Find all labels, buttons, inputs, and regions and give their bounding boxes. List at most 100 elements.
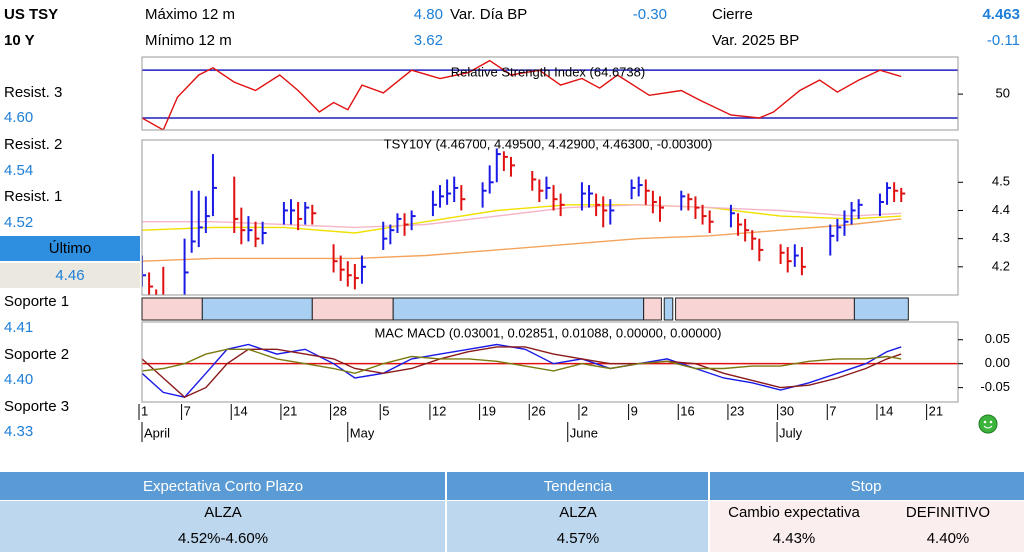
x-tick-label: 2 [581, 403, 588, 418]
chart-title: Relative Strength Index (64.6738) [451, 64, 645, 79]
x-tick-label: 21 [929, 403, 943, 418]
status-icon [983, 425, 993, 429]
x-tick-label: 14 [879, 403, 893, 418]
y-tick-label: -0.05 [980, 379, 1010, 394]
table-cell [447, 501, 708, 552]
table-header-text: Stop [851, 478, 882, 495]
panel-frame [141, 321, 959, 403]
level-label: Resist. 2 [4, 136, 62, 153]
series-line [142, 348, 902, 375]
title: 10 Y [4, 32, 35, 49]
table-text: ALZA [559, 504, 597, 521]
moving-average [142, 218, 902, 262]
series-line [142, 59, 902, 130]
month-label: May [350, 425, 375, 440]
level-value: 4.33 [4, 423, 33, 440]
x-tick-label: 7 [829, 403, 836, 418]
status-icon [978, 414, 998, 434]
status-icon [989, 420, 993, 424]
level-value: 4.41 [4, 319, 33, 336]
table-header [447, 472, 708, 500]
table-text: Cambio expectativa [728, 504, 860, 521]
stat-label: Máximo 12 m [145, 6, 235, 23]
chart-title: MAC MACD (0.03001, 0.02851, 0.01088, 0.0… [375, 325, 722, 340]
stat-label: Var. Día BP [450, 6, 527, 23]
series-line [142, 346, 902, 399]
y-tick-label: 50 [996, 86, 1010, 101]
x-tick-label: 9 [631, 403, 638, 418]
y-tick-label: 4.2 [992, 258, 1010, 273]
trend-band [392, 297, 645, 321]
trend-band [311, 297, 394, 321]
y-tick-label: 0.05 [985, 331, 1010, 346]
chart-title: TSY10Y (4.46700, 4.49500, 4.42900, 4.463… [384, 136, 713, 151]
table-text: 4.40% [927, 530, 970, 547]
status-icon [983, 420, 987, 424]
table-text: ALZA [204, 504, 242, 521]
trend-band [853, 297, 909, 321]
trend-band [663, 297, 674, 321]
level-value: 4.54 [4, 162, 33, 179]
table-text: DEFINITIVO [906, 504, 990, 521]
level-value: 4.60 [4, 109, 33, 126]
level-label: Resist. 1 [4, 188, 62, 205]
x-tick-label: 1 [141, 403, 148, 418]
x-tick-label: 21 [283, 403, 297, 418]
trend-band [643, 297, 662, 321]
table-text: 4.52%-4.60% [178, 530, 268, 547]
x-tick-label: 28 [333, 403, 347, 418]
stat-value: -0.11 [987, 32, 1020, 49]
x-tick-label: 19 [482, 403, 496, 418]
x-tick-label: 7 [184, 403, 191, 418]
x-tick-label: 23 [730, 403, 744, 418]
plot-area [142, 59, 958, 130]
x-tick-label: 30 [780, 403, 794, 418]
stat-label: Var. 2025 BP [712, 32, 799, 49]
table-header [710, 472, 1024, 500]
x-tick-label: 16 [680, 403, 694, 418]
x-tick-label: 26 [531, 403, 545, 418]
level-label: Soporte 3 [4, 398, 69, 415]
level-label: Resist. 3 [4, 84, 62, 101]
stat-value: 4.463 [982, 6, 1020, 23]
level-label: Soporte 2 [4, 346, 69, 363]
table-cell [0, 501, 445, 552]
level-label: Último [49, 240, 92, 257]
x-tick-label: 14 [233, 403, 247, 418]
y-tick-label: 4.5 [992, 174, 1010, 189]
table-text: 4.57% [557, 530, 600, 547]
stat-label: Cierre [712, 6, 753, 23]
trend-band [141, 297, 203, 321]
current-label-bg [0, 236, 140, 261]
x-tick-label: 12 [432, 403, 446, 418]
y-tick-label: 0.00 [985, 355, 1010, 370]
trend-band [201, 297, 313, 321]
current-value-bg [0, 263, 140, 288]
plot-area [142, 343, 958, 399]
stat-value: 4.80 [414, 6, 443, 23]
level-value: 4.40 [4, 371, 33, 388]
moving-average [142, 204, 902, 234]
table-cell [710, 501, 1024, 552]
x-tick-label: 5 [382, 403, 389, 418]
level-value: 4.46 [55, 267, 84, 284]
level-label: Soporte 1 [4, 293, 69, 310]
month-label: July [779, 425, 803, 440]
trend-band [675, 297, 855, 321]
table-header [0, 472, 445, 500]
panel-frame [141, 139, 959, 296]
table-header-text: Tendencia [544, 478, 613, 495]
y-tick-label: 4.4 [992, 202, 1010, 217]
plot-area [142, 148, 906, 295]
y-tick-label: 4.3 [992, 230, 1010, 245]
stat-value: 3.62 [414, 32, 443, 49]
month-label: April [144, 425, 170, 440]
level-value: 4.52 [4, 214, 33, 231]
table-text: 4.43% [773, 530, 816, 547]
stat-label: Mínimo 12 m [145, 32, 232, 49]
moving-average [142, 204, 902, 229]
title: US TSY [4, 6, 58, 23]
panel-frame [141, 56, 959, 131]
